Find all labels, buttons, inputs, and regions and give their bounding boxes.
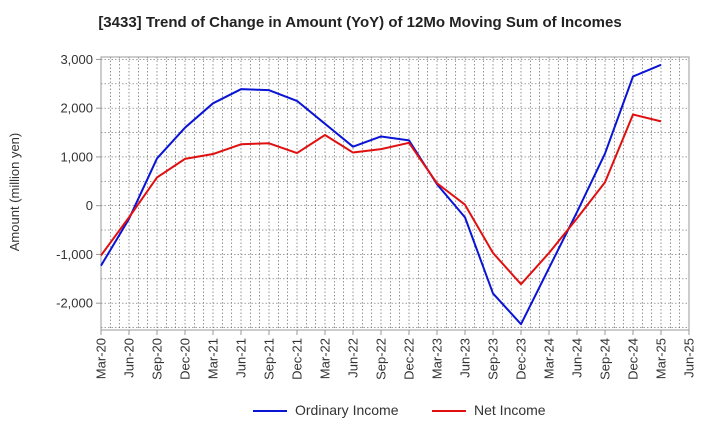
x-tick-label: Dec-21	[290, 338, 305, 380]
x-tick-label: Jun-22	[346, 338, 361, 378]
x-tick-label: Mar-25	[654, 338, 669, 379]
x-tick-label: Mar-23	[430, 338, 445, 379]
legend-label: Net Income	[474, 402, 546, 418]
y-axis-label: Amount (million yen)	[7, 133, 22, 252]
x-tick-label: Sep-24	[598, 338, 613, 380]
x-tick-label: Mar-22	[318, 338, 333, 379]
x-tick-label: Sep-23	[486, 338, 501, 380]
x-tick-label: Jun-24	[570, 338, 585, 378]
plot-frame	[100, 56, 690, 331]
x-tick-label: Sep-21	[262, 338, 277, 380]
plot-area	[101, 57, 689, 330]
x-tick-label: Sep-20	[150, 338, 165, 380]
x-tick-label: Jun-20	[122, 338, 137, 378]
x-tick-label: Sep-22	[374, 338, 389, 380]
legend-label: Ordinary Income	[295, 402, 399, 418]
chart-title: [3433] Trend of Change in Amount (YoY) o…	[98, 14, 622, 31]
x-tick-label: Mar-20	[94, 338, 109, 379]
x-tick-label: Mar-24	[542, 338, 557, 379]
x-tick-label: Dec-20	[178, 338, 193, 380]
y-tick-label: -1,000	[56, 247, 93, 262]
x-tick-label: Jun-23	[458, 338, 473, 378]
y-tick-label: 0	[86, 198, 93, 213]
x-tick-label: Jun-21	[234, 338, 249, 378]
x-tick-label: Dec-24	[626, 338, 641, 380]
y-tick-label: 3,000	[60, 52, 93, 67]
y-tick-label: 2,000	[60, 101, 93, 116]
x-tick-label: Dec-23	[514, 338, 529, 380]
y-tick-label: -2,000	[56, 296, 93, 311]
x-tick-label: Jun-25	[682, 338, 697, 378]
x-tick-label: Dec-22	[402, 338, 417, 380]
y-tick-label: 1,000	[60, 149, 93, 164]
x-tick-label: Mar-21	[206, 338, 221, 379]
series-line-net-income	[100, 113, 662, 286]
